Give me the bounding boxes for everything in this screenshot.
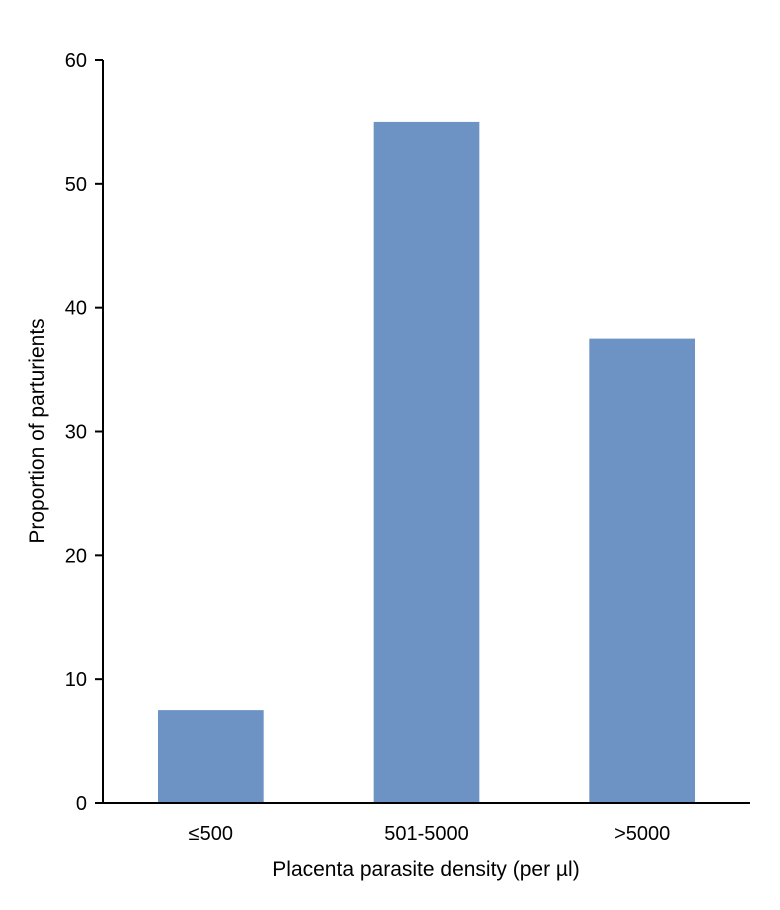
y-tick-label: 30 [65, 422, 87, 444]
y-tick-label: 0 [76, 793, 87, 815]
x-tick-label: ≤500 [189, 823, 233, 845]
x-tick-label: 501-5000 [384, 823, 469, 845]
x-axis: ≤500 501-5000 >5000 [103, 802, 750, 845]
x-tick-label: >5000 [614, 823, 670, 845]
bar-2 [373, 121, 480, 803]
y-tick-label: 40 [65, 298, 87, 320]
x-axis-title: Placenta parasite density (per µl) [272, 858, 579, 881]
y-tick-label: 60 [65, 50, 87, 72]
bar-3 [589, 338, 696, 803]
y-tick-label: 10 [65, 669, 87, 691]
bar-1 [157, 710, 264, 803]
bars-group [157, 121, 696, 803]
y-axis-title: Proportion of parturients [26, 318, 49, 543]
y-tick-label: 20 [65, 545, 87, 567]
y-tick-label: 50 [65, 174, 87, 196]
y-axis: 0 10 20 30 40 50 60 [65, 50, 104, 815]
